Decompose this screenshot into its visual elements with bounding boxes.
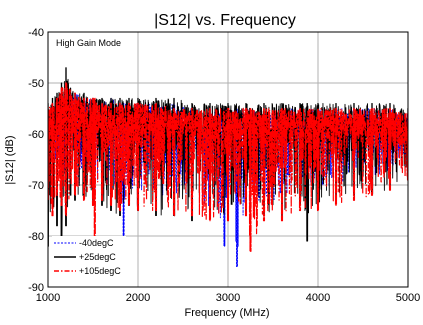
x-tick-label: 3000 (216, 292, 240, 304)
x-tick-label: 5000 (396, 292, 420, 304)
y-tick-label: -80 (28, 231, 44, 243)
y-tick-label: -50 (28, 78, 44, 90)
x-tick-label: 1000 (36, 292, 60, 304)
y-axis-label: |S12| (dB) (4, 135, 16, 184)
x-tick-label: 2000 (126, 292, 150, 304)
x-axis-label: Frequency (MHz) (185, 307, 270, 319)
y-tick-label: -90 (28, 282, 44, 294)
legend-label-minus40: -40degC (79, 238, 114, 248)
y-tick-label: -60 (28, 129, 44, 141)
y-tick-labels: -90 -80 -70 -60 -50 -40 (28, 27, 44, 294)
x-tick-label: 4000 (306, 292, 330, 304)
plot-frame (47, 31, 409, 288)
series-layer (48, 67, 408, 268)
x-tick-labels: 1000 2000 3000 4000 5000 (36, 292, 420, 304)
legend: -40degC +25degC +105degC (52, 236, 126, 276)
chart-title: |S12| vs. Frequency (154, 12, 296, 29)
y-tick-label: -70 (28, 180, 44, 192)
legend-label-plus105: +105degC (79, 266, 121, 276)
legend-label-plus25: +25degC (79, 252, 116, 262)
y-tick-label: -40 (28, 27, 44, 39)
mode-annotation: High Gain Mode (56, 38, 121, 48)
series-plus105-trace (48, 82, 408, 252)
legend-background (52, 236, 126, 276)
